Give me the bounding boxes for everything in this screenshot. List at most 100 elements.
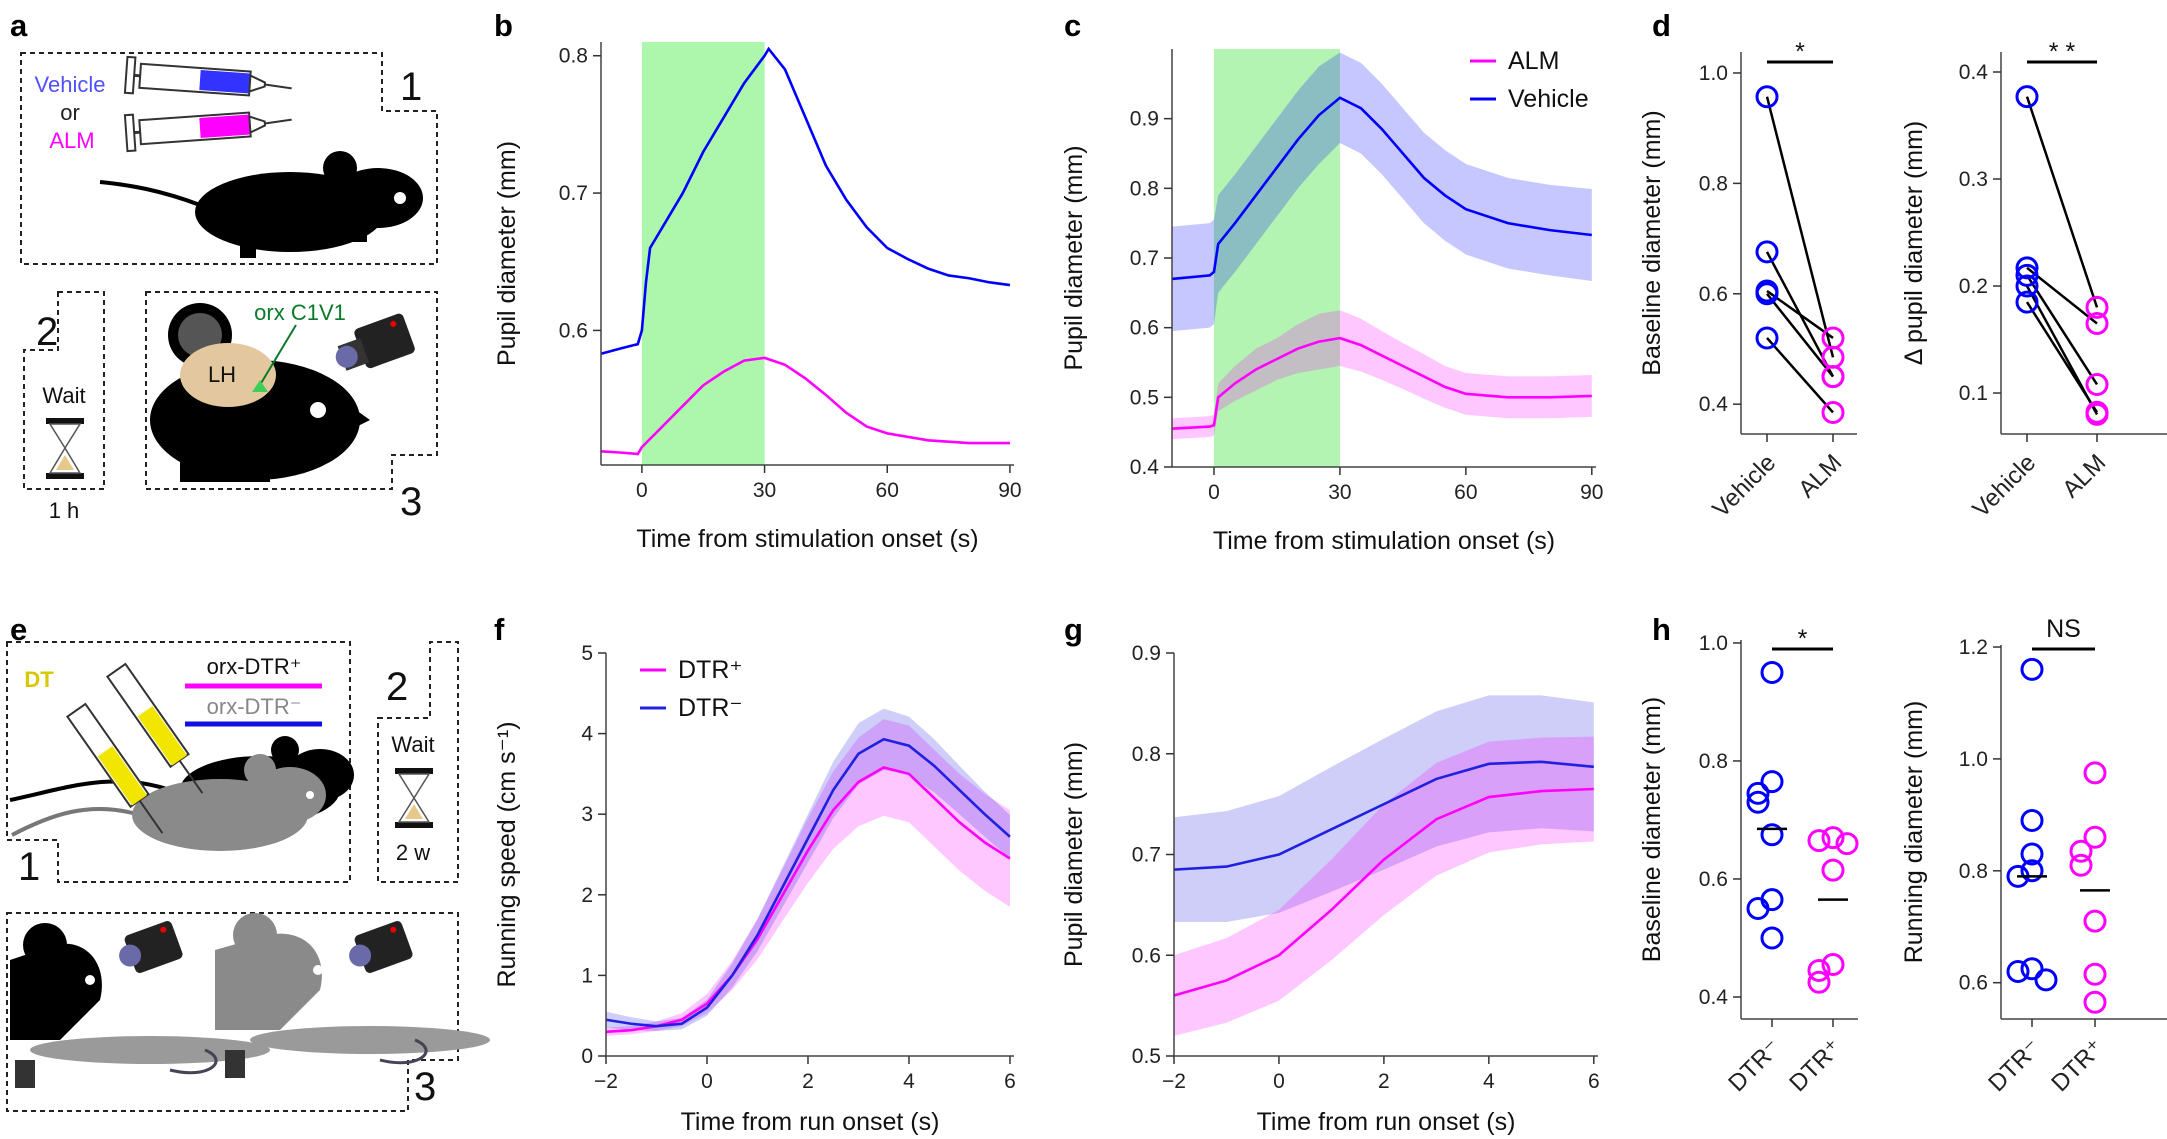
y-tick-label: 0.8 <box>1132 743 1161 766</box>
y-tick-label: 0.4 <box>1699 393 1729 416</box>
wait-label: Wait <box>42 383 85 408</box>
step1-number-e: 1 <box>18 845 40 889</box>
category-label: Vehicle <box>1707 449 1781 523</box>
data-point-Vehicle <box>1755 326 1779 350</box>
series-line-0 <box>1173 760 1594 871</box>
y-axis-label: Running speed (cm s⁻¹) <box>493 721 521 987</box>
category-label: DTR⁻ <box>1723 1034 1786 1097</box>
step1-number: 1 <box>400 65 422 109</box>
y-tick-label: 0.6 <box>1132 944 1161 967</box>
pair-line <box>2025 301 2099 413</box>
y-tick-label: 5 <box>581 642 593 665</box>
step3-box <box>145 291 438 490</box>
chart-h-6: DTR⁻DTR⁺ * 0.4 0.6 0.8 1.0 Baseline diameter (… <box>1638 625 1859 1097</box>
y-tick-label: 1 <box>581 964 593 987</box>
x-tick-label: 0 <box>636 479 648 502</box>
series-line-0 <box>600 46 1011 356</box>
x-tick-label: 0 <box>701 1070 713 1093</box>
panel-letter-b: b <box>494 8 513 43</box>
x-axis-label: Time from stimulation onset (s) <box>1213 527 1555 555</box>
x-tick-label: 60 <box>1454 481 1477 504</box>
panel-letter-g: g <box>1064 612 1083 647</box>
y-tick-label: 0.8 <box>1699 750 1728 773</box>
chart-g-5: −2 0 2 4 6 Time from run onset (s) 0.5 0.6 0.7 0.… <box>1060 642 1600 1136</box>
mice-icon <box>9 736 354 851</box>
y-tick-label: 0.4 <box>1699 986 1729 1009</box>
significance-label: * <box>1798 625 1808 653</box>
y-tick-label: 2 <box>581 884 593 907</box>
y-axis-label: Pupil diameter (mm) <box>1060 145 1088 370</box>
y-tick-label: 0.7 <box>1130 247 1159 270</box>
category-label: DTR⁺ <box>2046 1034 2109 1097</box>
y-axis-label: Baseline diameter (mm) <box>1638 697 1666 962</box>
legend-label: Vehicle <box>1508 85 1589 113</box>
mouse-icon <box>99 151 423 258</box>
pair-line <box>2025 96 2099 308</box>
y-tick-label: 4 <box>581 723 593 746</box>
y-tick-label: 0.8 <box>559 45 588 68</box>
running-mice-icon <box>10 913 490 1088</box>
panel-e-schematic: 1 DT orx-DTR⁺ orx-DTR⁻ <box>6 641 490 1112</box>
group-neg-label: orx-DTR⁻ <box>207 694 302 719</box>
x-tick-label: 30 <box>753 479 776 502</box>
data-point-DTR⁺ <box>2083 825 2107 849</box>
y-tick-label: 0.9 <box>1132 642 1161 665</box>
y-tick-label: 0.4 <box>1130 456 1160 479</box>
data-point-DTR⁻ <box>2034 968 2058 992</box>
x-tick-label: 6 <box>1588 1070 1600 1093</box>
data-point-ALM <box>1821 326 1845 350</box>
y-tick-label: 0.7 <box>559 182 588 205</box>
pair-line <box>2026 266 2098 325</box>
significance-label: * <box>1795 38 1805 66</box>
category-label: DTR⁺ <box>1784 1034 1847 1097</box>
data-point-DTR⁻ <box>1760 823 1784 847</box>
data-point-DTR⁻ <box>1760 926 1784 950</box>
brain-illustration <box>180 343 276 407</box>
camera-icon <box>335 313 415 371</box>
data-point-DTR⁻ <box>2006 960 2030 984</box>
category-label: DTR⁻ <box>1983 1034 2046 1097</box>
y-axis-label: Running diameter (mm) <box>1900 701 1928 964</box>
dt-syringes-icon <box>66 662 204 834</box>
panel-letter-a: a <box>10 8 28 43</box>
data-point-Vehicle <box>2015 274 2039 298</box>
y-tick-label: 0.1 <box>1959 382 1988 405</box>
y-tick-label: 0.8 <box>1699 172 1728 195</box>
y-tick-label: 1.0 <box>1699 632 1728 655</box>
data-point-Vehicle <box>1755 282 1779 306</box>
data-point-DTR⁻ <box>2020 957 2044 981</box>
pair-line <box>1765 96 1835 358</box>
y-tick-label: 0.6 <box>1959 972 1988 995</box>
x-tick-label: 4 <box>1483 1070 1495 1093</box>
data-point-DTR⁻ <box>2020 657 2044 681</box>
step3-number: 3 <box>400 480 422 524</box>
legend-label: DTR⁻ <box>678 694 743 722</box>
y-tick-label: 0.4 <box>1959 61 1989 84</box>
data-point-DTR⁺ <box>2069 839 2093 863</box>
series-line-1 <box>600 356 1010 456</box>
data-point-DTR⁺ <box>1835 832 1859 856</box>
data-point-DTR⁻ <box>1746 790 1770 814</box>
lh-label: LH <box>208 362 236 387</box>
chart-h-7: DTR⁻ DTR⁺ NS 0.6 0.8 1.0 1.2 Running diameter (… <box>1900 615 2167 1097</box>
y-axis-label: Pupil diameter (mm) <box>1060 742 1088 967</box>
x-tick-label: 4 <box>903 1070 915 1093</box>
x-tick-label: 30 <box>1328 481 1351 504</box>
y-tick-label: 0.9 <box>1130 108 1159 131</box>
y-axis-label: Pupil diameter (mm) <box>493 141 521 366</box>
x-tick-label: 0 <box>1273 1070 1285 1093</box>
data-point-DTR⁻ <box>1760 770 1784 794</box>
hourglass-icon <box>46 418 84 479</box>
data-point-ALM <box>1821 365 1845 389</box>
dt-label: DT <box>24 667 54 692</box>
series-line-ALM <box>1171 336 1592 430</box>
series-line-Vehicle <box>1171 96 1592 281</box>
series-line-1 <box>1173 787 1594 997</box>
error-band-1 <box>1174 736 1594 1036</box>
panel-letters: a b c d e f g h <box>10 8 1671 647</box>
legend-label: DTR⁺ <box>678 656 743 684</box>
series-line-DTR⁻ <box>605 737 1011 1028</box>
x-axis-label: Time from run onset (s) <box>681 1108 940 1136</box>
